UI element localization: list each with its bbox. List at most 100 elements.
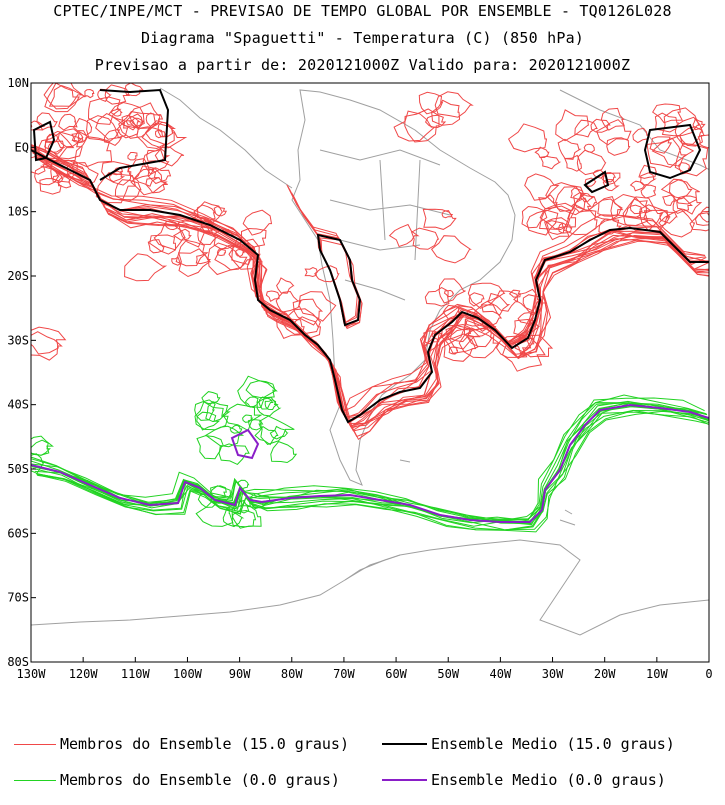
member-contour-15 <box>101 161 132 186</box>
member-contour-15 <box>48 85 87 107</box>
member-contour-0 <box>34 402 709 531</box>
title-line-3: Previsao a partir de: 2020121000Z Valido… <box>94 56 631 74</box>
member-contour-15 <box>31 147 709 428</box>
member-contour-15 <box>213 205 228 217</box>
member-contour-15 <box>141 123 188 149</box>
lon-tick-label: 20W <box>594 667 616 681</box>
member-contour-15 <box>442 304 461 320</box>
member-contour-15 <box>651 134 694 167</box>
mean-contour-0 <box>31 403 709 523</box>
member-contour-15 <box>292 298 324 326</box>
legend-item-mean-0: Ensemble Medio (0.0 graus) <box>382 771 666 789</box>
member-contour-15 <box>545 220 566 235</box>
latitude-axis: 10N EQ 10S 20S 30S 40S 50S 60S 70S 80S <box>7 76 36 669</box>
member-contour-15 <box>275 290 302 313</box>
member-contour-15 <box>579 192 595 203</box>
member-contour-15 <box>544 217 570 241</box>
legend-label-members-15: Membros do Ensemble (15.0 graus) <box>60 735 349 753</box>
member-contour-15 <box>584 177 597 187</box>
member-contour-15 <box>481 292 511 316</box>
member-contour-15 <box>624 204 643 219</box>
mean-0-loop <box>230 428 260 460</box>
member-contour-15 <box>147 167 172 185</box>
member-contour-15 <box>574 119 598 138</box>
member-contour-15 <box>44 140 65 155</box>
member-contour-15 <box>44 130 83 160</box>
member-contour-15 <box>34 155 709 429</box>
member-contour-15 <box>545 182 585 212</box>
map-plot-area <box>31 83 709 636</box>
member-contour-15 <box>84 88 95 99</box>
member-contour-15 <box>108 101 145 129</box>
member-contour-15 <box>699 206 709 223</box>
member-contour-15 <box>154 145 185 167</box>
antarctic-peninsula-coast <box>344 554 401 581</box>
member-contour-15 <box>524 173 560 201</box>
member-contour-15 <box>534 146 550 158</box>
member-contour-0 <box>218 443 250 466</box>
lon-tick-label: 110W <box>121 667 151 681</box>
member-contour-15 <box>606 137 631 156</box>
member-contour-15 <box>276 277 295 294</box>
legend-label-mean-15: Ensemble Medio (15.0 graus) <box>431 735 675 753</box>
member-contour-15 <box>265 290 280 303</box>
member-contour-0 <box>194 399 216 421</box>
member-contour-15 <box>36 112 58 131</box>
member-contour-15 <box>86 115 121 143</box>
member-contour-15 <box>576 149 607 176</box>
member-contour-15 <box>449 323 472 343</box>
lon-tick-label: 60W <box>385 667 407 681</box>
member-contour-0 <box>196 435 225 460</box>
member-contour-15 <box>31 149 709 419</box>
member-contour-15 <box>72 117 93 137</box>
member-contour-15 <box>526 209 559 236</box>
member-contour-15 <box>116 120 140 139</box>
member-contour-15 <box>514 334 535 354</box>
member-contour-0 <box>194 401 229 431</box>
member-contour-15 <box>164 220 179 231</box>
lat-tick-label: 10N <box>7 76 29 90</box>
legend-line-mean-15 <box>382 743 427 745</box>
legend-item-members-15: Membros do Ensemble (15.0 graus) <box>14 735 349 753</box>
mean-0-main <box>31 403 709 523</box>
lat-tick-label: EQ <box>15 140 29 154</box>
map-frame <box>30 82 710 663</box>
member-contour-15 <box>639 204 671 232</box>
member-contour-15 <box>539 155 562 170</box>
member-contour-15 <box>31 151 709 432</box>
member-contour-15 <box>103 129 123 147</box>
legend-line-members-15 <box>14 743 56 745</box>
member-contour-15 <box>110 107 123 117</box>
south-america-coast <box>291 89 516 486</box>
mean-15-andes-loop <box>316 233 362 327</box>
member-contour-15 <box>602 179 620 192</box>
member-contour-15 <box>195 253 212 265</box>
member-contour-0 <box>237 375 278 409</box>
member-contour-15 <box>598 218 622 235</box>
member-contour-15 <box>557 138 582 160</box>
member-contour-15 <box>104 84 130 105</box>
member-contour-0 <box>256 396 282 417</box>
member-contour-15 <box>692 118 706 131</box>
member-contour-15 <box>393 110 436 142</box>
member-contour-0 <box>205 401 231 423</box>
member-contour-0 <box>197 493 223 508</box>
member-contour-15 <box>34 156 709 428</box>
member-contour-15 <box>87 96 122 125</box>
member-contour-15 <box>438 278 466 304</box>
lon-tick-label: 50W <box>437 667 459 681</box>
member-contour-0 <box>35 400 708 524</box>
member-contour-0 <box>195 500 234 527</box>
member-contour-15 <box>292 194 363 327</box>
member-contour-15 <box>638 164 657 179</box>
member-contour-0 <box>242 414 254 423</box>
member-contour-15 <box>147 239 165 254</box>
member-contour-15 <box>410 227 440 250</box>
member-contour-15 <box>486 290 519 312</box>
member-contour-15 <box>441 210 454 219</box>
member-contour-15 <box>583 143 595 153</box>
mean-15-west-loop <box>32 120 56 162</box>
member-contour-0 <box>237 479 250 490</box>
member-contour-0 <box>245 380 276 399</box>
lon-tick-label: 90W <box>229 667 251 681</box>
